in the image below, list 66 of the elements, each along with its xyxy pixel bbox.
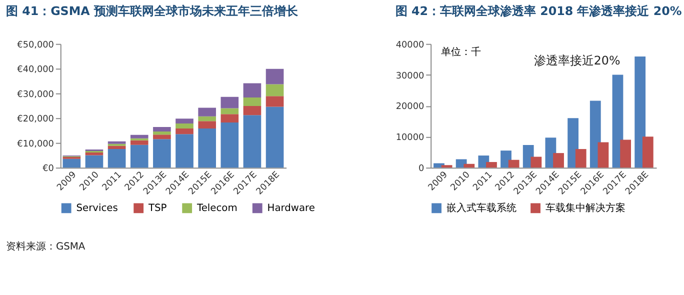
bar (220, 122, 239, 168)
y-tick-label: 20000 (396, 102, 424, 112)
bar (486, 162, 497, 168)
bar (108, 141, 126, 144)
legend-label: Services (76, 203, 118, 214)
bar (266, 68, 284, 84)
bar (62, 158, 81, 168)
bar (243, 106, 262, 116)
bar (220, 96, 239, 108)
legend-label: 车载集中解决方案 (545, 202, 626, 214)
chart-title: 图 41：GSMA 预测车联网全球市场未来五年三倍增长 (6, 4, 299, 18)
bar (634, 56, 646, 168)
bar (243, 98, 262, 106)
bar (220, 114, 239, 123)
bar (153, 139, 171, 168)
bar (620, 140, 632, 168)
bar (266, 84, 284, 96)
y-tick-label: 10000 (396, 133, 424, 144)
y-tick-label: €10,000 (17, 139, 54, 150)
legend-label: TSP (147, 203, 167, 214)
y-tick-label: €50,000 (17, 40, 54, 50)
bar (130, 140, 148, 145)
bar (130, 144, 148, 168)
bar (153, 134, 171, 140)
bar (153, 127, 171, 132)
y-tick-label: €40,000 (17, 65, 54, 76)
bar (153, 131, 171, 135)
text: 资料来源：GSMA (6, 240, 86, 253)
y-tick-label: €20,000 (17, 114, 54, 125)
bar (220, 108, 239, 114)
bar (108, 149, 126, 168)
bar (198, 116, 216, 122)
chart-title: 图 42：车联网全球渗透率 2018 年渗透率接近 20% (395, 4, 682, 18)
legend-label: Hardware (267, 203, 315, 214)
legend-label: 嵌入式车载系统 (446, 202, 516, 214)
bar (243, 115, 262, 168)
y-tick-label: €30,000 (17, 90, 54, 100)
bar (441, 165, 452, 168)
bar (575, 149, 586, 168)
bar (176, 118, 194, 124)
bar (198, 128, 216, 168)
bar (130, 134, 148, 138)
bar (176, 134, 194, 168)
legend-label: Telecom (196, 203, 238, 214)
bar (198, 108, 216, 116)
bar (598, 142, 609, 168)
bar (530, 156, 542, 168)
bar (266, 106, 284, 168)
bar (176, 124, 194, 128)
bar (176, 128, 194, 134)
bar (85, 152, 104, 156)
bar (266, 96, 284, 107)
bar (464, 164, 475, 168)
bar (553, 153, 564, 168)
bar (108, 146, 126, 150)
bar (243, 83, 262, 98)
y-tick-label: 0 (418, 164, 424, 174)
bar (198, 121, 216, 128)
y-axis-title: 单位：千 (440, 46, 481, 58)
bar (642, 136, 654, 168)
y-tick-label: 30000 (396, 71, 424, 82)
y-tick-label: €0 (42, 164, 54, 174)
annotation: 渗透率接近20% (534, 53, 620, 68)
bar (85, 155, 104, 168)
y-tick-label: 40000 (396, 40, 424, 50)
bar (508, 160, 520, 168)
